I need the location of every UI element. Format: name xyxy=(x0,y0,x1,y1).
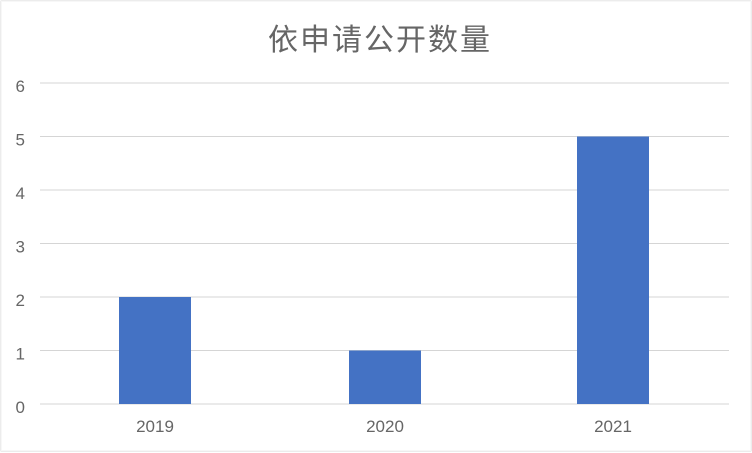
svg-text:2020: 2020 xyxy=(366,417,404,436)
svg-text:4: 4 xyxy=(16,184,25,203)
svg-text:6: 6 xyxy=(16,77,25,96)
svg-text:2: 2 xyxy=(16,291,25,310)
svg-text:3: 3 xyxy=(16,238,25,257)
svg-text:1: 1 xyxy=(16,345,25,364)
svg-text:0: 0 xyxy=(16,398,25,417)
svg-text:2021: 2021 xyxy=(594,417,632,436)
svg-text:2019: 2019 xyxy=(136,417,174,436)
svg-text:5: 5 xyxy=(16,131,25,150)
